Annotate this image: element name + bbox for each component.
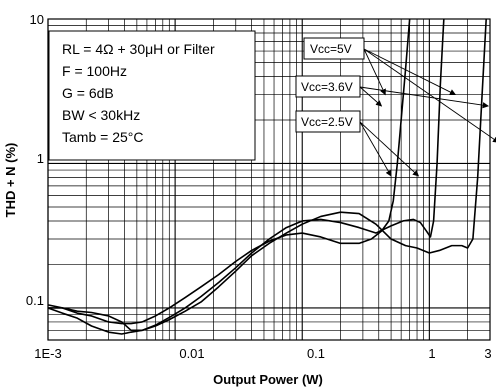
x-tick-label: 1 bbox=[428, 346, 435, 361]
x-axis-title: Output Power (W) bbox=[213, 372, 323, 387]
annotation-leader-line bbox=[359, 86, 490, 109]
x-tick-label: 0.01 bbox=[179, 346, 204, 361]
vcc-2-5v-curve bbox=[47, 18, 411, 325]
y-tick-label: 10 bbox=[30, 12, 44, 27]
vcc-3-6v-label-box bbox=[295, 75, 361, 98]
x-tick-label: 1E-3 bbox=[34, 346, 61, 361]
annotation-leader-line bbox=[363, 48, 386, 96]
vcc-2-5v-label: Vcc=2.5V bbox=[301, 115, 353, 129]
plot-frame bbox=[47, 18, 491, 341]
x-tick-label: 3 bbox=[484, 346, 491, 361]
vcc-5v-label-box bbox=[303, 37, 365, 60]
conditions-box: RL = 4Ω + 30μH or Filter F = 100Hz G = 6… bbox=[48, 30, 256, 161]
annotation-leader-line bbox=[359, 121, 392, 177]
x-tick-labels: 1E-3 0.01 0.1 1 3 bbox=[34, 346, 491, 361]
condition-temperature: Tamb = 25°C bbox=[62, 129, 143, 145]
annotation-layer: Vcc=5V Vcc=3.6V Vcc=2.5V bbox=[295, 37, 496, 177]
condition-bandwidth: BW < 30kHz bbox=[62, 107, 140, 123]
y-axis-title: THD + N (%) bbox=[3, 143, 18, 218]
condition-gain: G = 6dB bbox=[62, 85, 114, 101]
vcc-3-6v-label: Vcc=3.6V bbox=[301, 80, 353, 94]
y-tick-label: 1 bbox=[37, 151, 44, 166]
vcc-3-6v-curve bbox=[48, 18, 445, 332]
y-tick-labels: 0.1 1 10 bbox=[26, 12, 44, 308]
x-tick-label: 0.1 bbox=[307, 346, 325, 361]
annotation-leader-line bbox=[363, 48, 496, 143]
annotation-leader-line bbox=[359, 121, 420, 177]
annotation-leader-line bbox=[359, 86, 383, 107]
vcc-5v-label: Vcc=5V bbox=[310, 42, 352, 56]
condition-load: RL = 4Ω + 30μH or Filter bbox=[62, 41, 215, 57]
series-layer bbox=[47, 18, 487, 335]
y-tick-label: 0.1 bbox=[26, 293, 44, 308]
condition-frequency: F = 100Hz bbox=[62, 63, 127, 79]
vcc-2-5v-label-box bbox=[295, 110, 361, 133]
annotation-leader-line bbox=[363, 48, 457, 95]
vcc-5v-curve bbox=[47, 18, 487, 335]
